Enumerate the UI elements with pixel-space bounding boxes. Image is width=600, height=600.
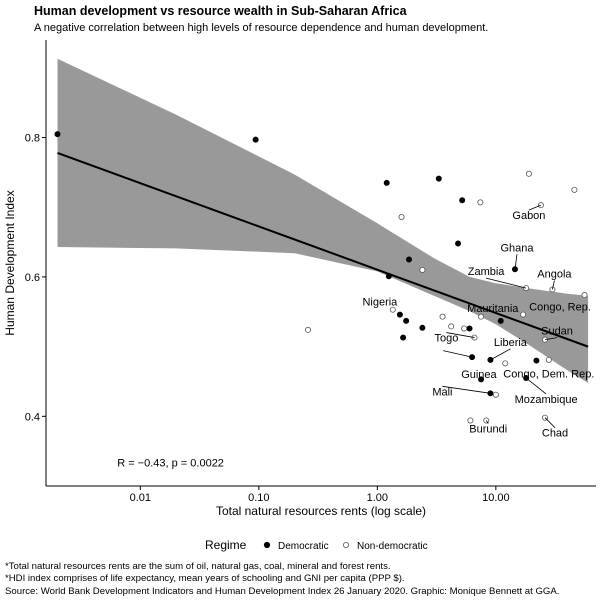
x-tick-label: 10.00 xyxy=(482,492,510,504)
chart-subtitle: A negative correlation between high leve… xyxy=(34,22,489,34)
point-label-chad: Chad xyxy=(542,428,568,440)
point-label-mali: Mali xyxy=(432,386,452,398)
point-non-democratic xyxy=(537,202,544,209)
point-label-guinea: Guinea xyxy=(461,369,497,381)
label-leader-line xyxy=(446,332,475,338)
legend-label-democratic: Democratic xyxy=(278,541,329,552)
point-democratic xyxy=(497,317,504,324)
point-democratic xyxy=(478,376,485,383)
point-democratic xyxy=(466,325,473,332)
point-non-democratic xyxy=(461,325,468,332)
point-label-liberia: Liberia xyxy=(494,337,528,349)
footnote-source: Source: World Bank Development Indicator… xyxy=(5,585,560,597)
legend-label-non-democratic: Non-democratic xyxy=(357,541,428,552)
point-democratic xyxy=(533,357,540,364)
point-democratic xyxy=(396,311,403,318)
label-leader-line xyxy=(525,377,547,395)
point-democratic xyxy=(435,175,442,182)
y-tick-label: 0.6 xyxy=(25,272,40,284)
label-leader-line xyxy=(443,350,473,358)
legend-marker-non-democratic xyxy=(342,542,349,549)
point-label-congo-dem-rep: Congo, Dem. Rep. xyxy=(503,368,594,380)
correlation-annotation: R = −0.43, p = 0.0022 xyxy=(117,457,224,469)
point-non-democratic xyxy=(398,214,405,221)
x-axis-label: Total natural resources rents (log scale… xyxy=(216,504,426,518)
point-democratic xyxy=(54,131,61,138)
point-label-burundi: Burundi xyxy=(469,423,507,435)
point-label-mozambique: Mozambique xyxy=(515,394,578,406)
point-non-democratic xyxy=(492,391,499,398)
point-non-democratic xyxy=(389,306,396,313)
point-label-angola: Angola xyxy=(537,268,572,280)
point-democratic xyxy=(385,273,392,280)
label-leader-line xyxy=(514,254,518,270)
label-leader-line xyxy=(442,385,491,394)
point-non-democratic xyxy=(581,292,588,299)
point-non-democratic xyxy=(525,170,532,177)
point-label-zambia: Zambia xyxy=(468,266,506,278)
point-label-nigeria: Nigeria xyxy=(362,297,398,309)
y-tick-label: 0.8 xyxy=(25,133,40,145)
label-leader-line xyxy=(552,280,555,290)
point-non-democratic xyxy=(448,323,455,330)
point-non-democratic xyxy=(571,186,578,193)
y-axis-label: Human Development Index xyxy=(3,190,17,335)
point-label-sudan: Sudan xyxy=(541,326,573,338)
trend-line xyxy=(57,151,589,348)
point-non-democratic xyxy=(467,417,474,424)
point-democratic xyxy=(406,256,413,263)
x-tick-label: 0.01 xyxy=(130,492,151,504)
label-leader-line xyxy=(544,337,558,341)
footnotes: *Total natural resources rents are the s… xyxy=(5,561,559,598)
y-tick-label: 0.4 xyxy=(25,411,40,423)
footnote-resource-rents: *Total natural resources rents are the s… xyxy=(5,561,391,572)
point-democratic xyxy=(419,324,426,331)
point-non-democratic xyxy=(502,360,509,367)
label-leader-line xyxy=(544,417,556,428)
label-leader-line xyxy=(490,348,511,361)
point-non-democratic xyxy=(520,311,527,318)
point-label-ghana: Ghana xyxy=(500,242,534,254)
point-label-togo: Togo xyxy=(435,333,459,345)
x-tick-label: 0.10 xyxy=(248,492,269,504)
point-non-democratic xyxy=(478,313,485,320)
point-label-gabon: Gabon xyxy=(512,210,545,222)
point-democratic xyxy=(459,197,466,204)
point-non-democratic xyxy=(305,326,312,333)
confidence-band xyxy=(57,58,589,383)
point-non-democratic xyxy=(477,199,484,206)
label-leader-line xyxy=(528,204,542,211)
footnote-hdi: *HDI index comprises of life expectancy,… xyxy=(5,573,405,585)
point-democratic xyxy=(400,334,407,341)
point-label-congo-rep: Congo, Rep. xyxy=(529,302,591,314)
x-tick-label: 1.00 xyxy=(367,492,388,504)
label-leader-line xyxy=(486,277,527,289)
chart-title: Human development vs resource wealth in … xyxy=(34,4,407,18)
label-leader-line xyxy=(485,420,489,424)
point-label-mauritania: Mauritania xyxy=(467,303,519,315)
point-democratic xyxy=(252,136,259,143)
point-democratic xyxy=(383,179,390,186)
point-non-democratic xyxy=(419,266,426,273)
legend-title: Regime xyxy=(205,538,247,552)
point-non-democratic xyxy=(545,356,552,363)
point-democratic xyxy=(455,240,462,247)
point-non-democratic xyxy=(439,313,446,320)
point-democratic xyxy=(403,317,410,324)
legend-marker-democratic xyxy=(263,541,271,549)
